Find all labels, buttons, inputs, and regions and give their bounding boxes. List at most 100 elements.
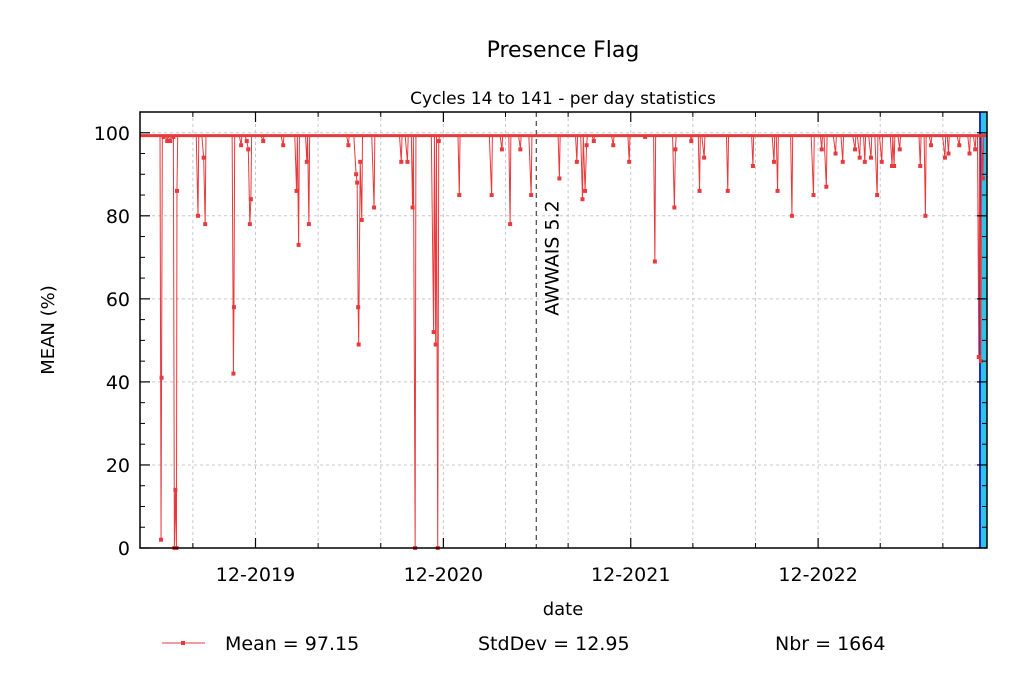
x-tick-label: 12-2020 <box>404 564 483 586</box>
series-mean-point <box>431 330 436 335</box>
series-mean-point <box>306 222 311 227</box>
legend-mean-marker <box>181 641 185 645</box>
series-mean-point <box>168 139 173 144</box>
series-mean-point <box>584 143 589 148</box>
series-mean-point <box>436 139 441 144</box>
series-mean-point <box>159 375 164 380</box>
series-mean-point <box>725 188 730 193</box>
series-mean-point <box>518 147 523 152</box>
y-axis-label: MEAN (%) <box>38 285 59 375</box>
series-mean <box>140 134 988 550</box>
x-tick-label: 12-2019 <box>216 564 295 586</box>
legend-mean-text: Mean = 97.15 <box>225 633 359 655</box>
series-mean-point <box>557 176 562 181</box>
legend-nbr-text: Nbr = 1664 <box>775 633 885 655</box>
series-mean-point <box>702 155 707 160</box>
series-mean-point <box>433 342 438 347</box>
series-mean-point <box>973 147 978 152</box>
series-mean-point <box>296 242 301 247</box>
series-mean-point <box>372 205 377 210</box>
series-mean-point <box>833 151 838 156</box>
x-axis-label: date <box>543 599 584 620</box>
series-mean-point <box>771 159 776 164</box>
legend: Mean = 97.15 StdDev = 12.95 Nbr = 1664 <box>162 633 885 655</box>
series-mean-point <box>976 354 981 359</box>
series-mean-point <box>248 197 253 202</box>
series-mean-point <box>489 193 494 198</box>
series-mean-point <box>165 139 170 144</box>
series-mean-point <box>980 176 985 181</box>
y-tick-label: 0 <box>118 538 130 560</box>
version-marker: AWWAIS 5.2 <box>535 112 563 548</box>
series-mean-point <box>611 143 616 148</box>
series-mean-point <box>405 159 410 164</box>
series-mean-point <box>892 163 897 168</box>
series-mean-point <box>697 188 702 193</box>
series-mean-point <box>897 147 902 152</box>
plot-axes: 0 20 40 60 80 100 12-2019 12-2020 12-2021 12-2022 <box>94 111 988 586</box>
series-mean-point <box>356 342 361 347</box>
series-mean-point <box>410 205 415 210</box>
series-mean-point <box>875 193 880 198</box>
series-mean-point <box>173 487 178 492</box>
series-mean-point <box>811 193 816 198</box>
series-mean-point <box>359 217 364 222</box>
series-mean-point <box>643 134 648 139</box>
y-tick-label: 60 <box>106 289 130 311</box>
series-mean-point <box>294 188 299 193</box>
series-mean-point <box>174 188 179 193</box>
series-mean-point <box>499 147 504 152</box>
series-mean-point <box>824 184 829 189</box>
y-tick-label: 20 <box>106 455 130 477</box>
series-mean-point <box>978 359 983 364</box>
series-mean-point <box>819 147 824 152</box>
plot-frame <box>139 111 988 549</box>
series-mean-point <box>281 143 286 148</box>
series-mean-point <box>840 159 845 164</box>
series-mean-point <box>627 159 632 164</box>
series-mean-point <box>399 159 404 164</box>
series-mean-point <box>967 151 972 156</box>
series-mean-point <box>246 147 251 152</box>
series-mean-point <box>196 213 201 218</box>
series-mean-point <box>457 193 462 198</box>
series-mean-point <box>244 139 249 144</box>
series-mean-point <box>231 305 236 310</box>
chart-title: Presence Flag <box>487 38 640 63</box>
series-mean-point <box>868 155 873 160</box>
series-mean-point <box>261 139 266 144</box>
series-mean-point <box>652 259 657 264</box>
series-mean-point <box>354 172 359 177</box>
version-marker-label: AWWAIS 5.2 <box>541 200 563 315</box>
series-mean-point <box>304 159 309 164</box>
series-mean-point <box>929 143 934 148</box>
series-mean-point <box>879 159 884 164</box>
series-mean-point <box>857 155 862 160</box>
series-mean-point <box>923 213 928 218</box>
series-mean-point <box>862 159 867 164</box>
series-mean-point <box>672 205 677 210</box>
series-mean-point <box>789 213 794 218</box>
y-tick-label: 100 <box>94 123 130 145</box>
series-mean-point <box>580 197 585 202</box>
series-mean-point <box>161 134 166 139</box>
series-mean-point <box>750 163 755 168</box>
series-mean-point <box>583 188 588 193</box>
series-mean-point <box>171 134 176 139</box>
series-mean-point <box>358 159 363 164</box>
cyan-band <box>980 112 987 548</box>
x-tick-label: 12-2021 <box>591 564 670 586</box>
series-mean-point <box>574 159 579 164</box>
series-mean-point <box>201 155 206 160</box>
series-mean-point <box>529 193 534 198</box>
y-tick-label: 40 <box>106 372 130 394</box>
series-mean-point <box>591 139 596 144</box>
chart-subtitle: Cycles 14 to 141 - per day statistics <box>410 89 716 109</box>
series-mean-point <box>346 143 351 148</box>
series-mean-point <box>673 147 678 152</box>
series-mean-point <box>356 305 361 310</box>
legend-stddev-text: StdDev = 12.95 <box>478 633 630 655</box>
series-mean-point <box>957 143 962 148</box>
series-mean-point <box>942 155 947 160</box>
